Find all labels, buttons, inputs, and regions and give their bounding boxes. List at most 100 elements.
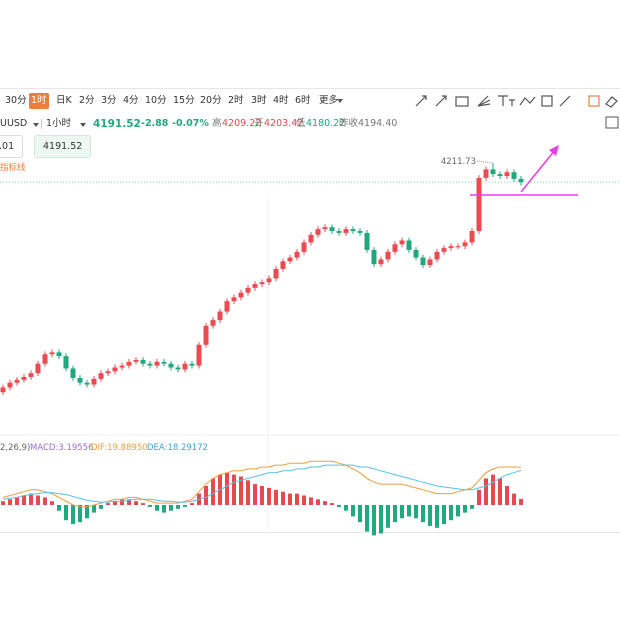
period-button[interactable]: 2分 xyxy=(79,95,95,106)
candle-body xyxy=(441,248,447,252)
macd-bar xyxy=(442,505,446,524)
macd-bar xyxy=(148,505,152,507)
macd-bar xyxy=(400,505,404,519)
candle-body xyxy=(168,363,174,368)
macd-bar xyxy=(379,505,383,534)
candle-body xyxy=(280,261,286,269)
macd-bar xyxy=(134,501,138,505)
tool-rect[interactable] xyxy=(541,95,553,107)
candle-body xyxy=(77,377,83,383)
settings-icon[interactable] xyxy=(604,114,620,132)
size-box[interactable]: .01 xyxy=(0,135,24,158)
macd-bar xyxy=(491,474,495,505)
candle-body xyxy=(28,373,34,377)
period-button[interactable]: 6时 xyxy=(295,95,311,106)
macd-bar xyxy=(71,505,75,524)
period-button[interactable]: 1时 xyxy=(29,93,49,109)
period-button[interactable]: 更多 xyxy=(319,95,339,106)
candle-body xyxy=(182,363,188,370)
macd-bar xyxy=(169,505,173,511)
macd-bar xyxy=(281,491,285,505)
macd-bar xyxy=(477,489,481,505)
macd-bar xyxy=(449,505,453,521)
candle-body xyxy=(378,259,384,265)
macd-bar xyxy=(225,472,229,505)
candle-body xyxy=(119,365,125,368)
tool-text[interactable] xyxy=(498,95,515,106)
candle-body xyxy=(490,169,496,175)
macd-bar xyxy=(78,505,82,523)
tool-line[interactable] xyxy=(559,95,571,107)
period-button[interactable]: 20分 xyxy=(200,95,222,106)
candle-body xyxy=(133,359,139,362)
tool-arrow[interactable] xyxy=(415,95,427,107)
candle-body xyxy=(392,244,398,252)
candle-body xyxy=(469,230,475,243)
price-box[interactable]: 4191.52 xyxy=(34,135,92,158)
macd-bar xyxy=(393,505,397,523)
macd-bar xyxy=(435,505,439,528)
period-button[interactable]: 10分 xyxy=(145,95,167,106)
tool-fan[interactable] xyxy=(477,95,491,107)
candle-body xyxy=(91,378,97,385)
macd-bar xyxy=(330,503,334,505)
macd-bar xyxy=(29,493,33,505)
period-button[interactable]: 4分 xyxy=(123,95,139,106)
macd-legend: DEA:18.29172 xyxy=(147,443,208,453)
macd-bar xyxy=(141,503,145,505)
candle-body xyxy=(420,257,426,266)
macd-bar xyxy=(43,497,47,505)
quote-interval[interactable]: 1小时 xyxy=(46,118,72,129)
candle-body xyxy=(476,177,482,231)
quote-low-label: 低 xyxy=(296,118,306,129)
macd-bar xyxy=(386,505,390,528)
tool-ray[interactable] xyxy=(435,95,447,107)
macd-bar xyxy=(246,480,250,505)
line-tool[interactable]: 指标线 xyxy=(0,163,26,173)
candle-body xyxy=(427,259,433,266)
macd-bar xyxy=(120,499,124,505)
macd-bar xyxy=(316,499,320,505)
macd-bar xyxy=(106,503,110,505)
period-button[interactable]: 15分 xyxy=(173,95,195,106)
macd-bar xyxy=(428,505,432,526)
candle-body xyxy=(224,301,230,312)
macd-bar xyxy=(323,501,327,505)
quote-open-label: 开 xyxy=(254,118,264,129)
macd-bar xyxy=(113,501,117,505)
macd-bar xyxy=(36,495,40,505)
macd-bar xyxy=(288,493,292,505)
period-button[interactable]: 2时 xyxy=(228,95,244,106)
candle-body xyxy=(504,172,510,177)
candle-body xyxy=(371,249,377,265)
macd-bar xyxy=(365,505,369,532)
macd-bar xyxy=(295,493,299,505)
caret xyxy=(80,123,86,127)
period-button[interactable]: 30分 xyxy=(5,95,27,106)
period-button[interactable]: 3时 xyxy=(251,95,267,106)
tool-channel[interactable] xyxy=(455,96,469,107)
macd-bar xyxy=(274,489,278,505)
quote-symbol[interactable]: UUSD xyxy=(0,118,28,129)
quote-high-label: 高 xyxy=(212,118,222,129)
candle-body xyxy=(252,284,258,288)
quote-prev: 4194.40 xyxy=(358,118,398,129)
tool-wave[interactable] xyxy=(519,96,536,106)
tool-style[interactable] xyxy=(588,95,600,107)
tool-eraser[interactable] xyxy=(605,96,618,108)
period-button[interactable]: 4时 xyxy=(273,95,289,106)
macd-bar xyxy=(421,505,425,523)
macd-bar xyxy=(64,505,68,521)
candle-body xyxy=(399,240,405,245)
candle-body xyxy=(70,368,76,378)
candle-body xyxy=(364,232,370,250)
period-button[interactable]: 日K xyxy=(56,95,72,106)
caret xyxy=(337,99,343,103)
quote-change-pct: -0.07% xyxy=(172,118,209,129)
macd-bar xyxy=(253,484,257,505)
period-button[interactable]: 3分 xyxy=(101,95,117,106)
caret xyxy=(33,123,39,127)
candle-body xyxy=(203,325,209,345)
